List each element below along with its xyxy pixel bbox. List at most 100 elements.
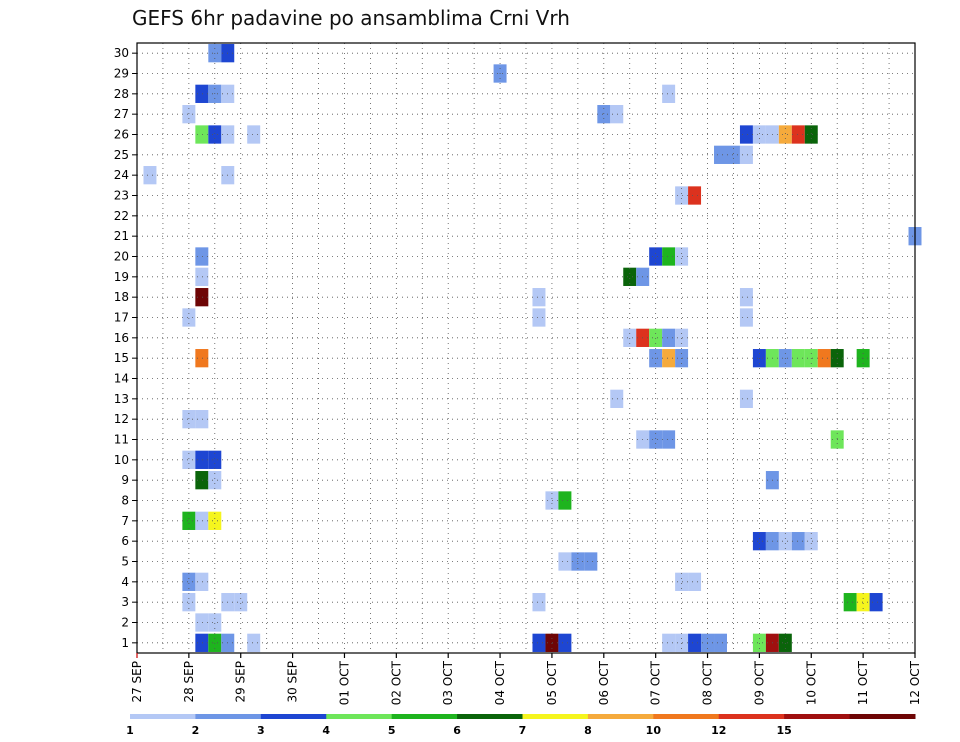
y-tick-label: 12 [114,412,129,426]
heatmap-cell [195,247,209,266]
colorbar-label: 5 [388,724,396,737]
heatmap-cell [662,328,676,347]
y-tick-label: 8 [121,494,129,508]
heatmap-cell [182,308,196,327]
heatmap-cell [208,511,222,530]
heatmap-cell [195,450,209,469]
colorbar-label: 2 [192,724,200,737]
heatmap-cell [195,125,209,144]
colorbar-segment [260,714,327,719]
heatmap-cell [208,125,222,144]
heatmap-cell [208,450,222,469]
plot-frame [136,42,916,654]
heatmap-cell [675,572,689,591]
heatmap-cell [143,166,157,185]
x-tick-label: 08 OCT [701,660,715,705]
colorbar-segment [195,714,262,719]
x-tick-label: 28 SEP [182,661,196,703]
heatmap-cell [195,84,209,103]
colorbar-segment [326,714,393,719]
heatmap-cell [610,105,624,124]
y-tick-label: 11 [114,433,129,447]
heatmap-cell [752,125,766,144]
y-tick-label: 18 [114,290,129,304]
heatmap-cell [182,511,196,530]
x-tick-label: 07 OCT [649,660,663,705]
heatmap-cell [195,511,209,530]
y-tick-label: 6 [121,534,129,548]
heatmap-cell [662,349,676,368]
y-tick-label: 3 [121,595,129,609]
heatmap-cell [182,410,196,429]
y-tick-label: 10 [114,453,129,467]
y-tick-label: 16 [114,331,129,345]
y-tick-label: 26 [114,128,129,142]
heatmap-cell [234,593,248,612]
y-tick-label: 29 [114,67,129,81]
heatmap-cell [778,125,792,144]
heatmap-cell [739,308,753,327]
heatmap-cell [558,552,572,571]
heatmap-cell [675,633,689,652]
heatmap-cell [195,572,209,591]
y-tick-label: 14 [114,372,129,386]
y-tick-label: 27 [114,107,129,121]
heatmap-cell [649,328,663,347]
heatmap-cell [739,145,753,164]
heatmap-cell [662,633,676,652]
x-tick-label: 01 OCT [337,660,351,705]
y-tick-label: 13 [114,392,129,406]
x-tick-label: 10 OCT [804,660,818,705]
y-tick-label: 7 [121,514,129,528]
x-tick-label: 29 SEP [234,661,248,703]
heatmap-cell [532,633,546,652]
y-tick-label: 15 [114,351,129,365]
y-tick-label: 25 [114,148,129,162]
colorbar-label: 10 [646,724,662,737]
heatmap-cell [856,593,870,612]
colorbar-segment [457,714,523,719]
heatmap-cell [545,491,559,510]
x-tick-label: 27 SEP [130,661,144,703]
y-tick-label: 2 [121,616,129,630]
heatmap-cell [195,349,209,368]
y-tick-label: 24 [114,168,129,182]
colorbar-segment [718,714,785,719]
heatmap-cell [739,288,753,307]
heatmap-cell [195,288,209,307]
heatmap-cell [688,633,702,652]
heatmap-cell [195,410,209,429]
colorbar-segment [522,714,589,719]
colorbar-label: 7 [519,724,527,737]
colorbar-label: 15 [777,724,792,737]
x-tick-label: 11 OCT [856,660,870,705]
heatmap-cell [195,471,209,490]
heatmap-cell [714,633,727,652]
heatmap-cell [597,105,611,124]
colorbar-segment [587,714,654,719]
heatmap-cell [208,471,222,490]
heatmap-cell [532,308,546,327]
colorbar-label: 12 [711,724,726,737]
colorbar-segment [130,714,196,719]
y-tick-label: 22 [114,209,129,223]
heatmap-cell [558,491,572,510]
heatmap-cell [662,247,676,266]
heatmap-cell [610,389,624,408]
heatmap-cell [752,633,766,652]
colorbar-label: 8 [584,724,592,737]
x-tick-label: 04 OCT [493,660,507,705]
y-tick-label: 28 [114,87,129,101]
x-tick-label: 12 OCT [908,660,922,705]
heatmap-cell [623,267,637,286]
y-tick-label: 20 [114,250,129,264]
colorbar-label: 3 [257,724,265,737]
heatmap-cell [208,633,222,652]
x-tick-label: 03 OCT [441,660,455,705]
heatmap-cell [247,633,261,652]
heatmap-cell [869,593,883,612]
heatmap-cell [182,450,196,469]
heatmap-cell [804,532,818,551]
heatmap-cell [843,593,857,612]
heatmap-cell [791,125,805,144]
